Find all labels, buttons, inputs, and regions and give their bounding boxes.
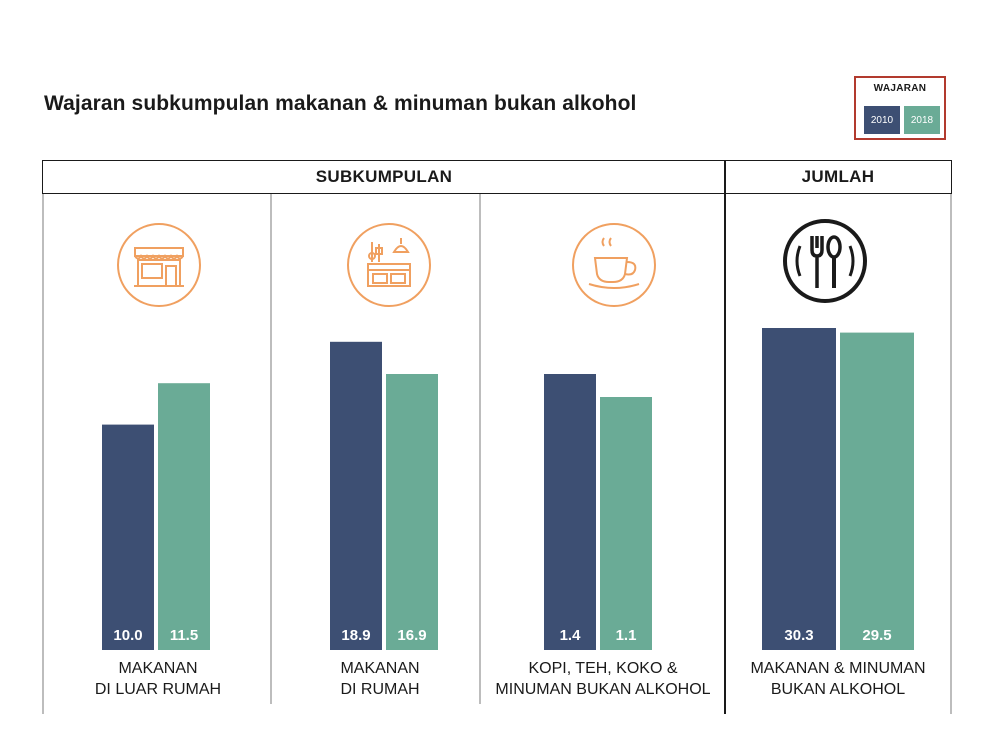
category-label-0-line1: MAKANAN [118,660,198,677]
category-label-2-line1: KOPI, TEH, KOKO & [528,660,678,677]
bar-label-2018-1: 16.9 [397,627,426,644]
bar-label-2018-3: 29.5 [862,627,891,644]
bar-2010-0 [102,424,154,650]
coffee-cup-icon [572,223,656,307]
legend-swatch-2010: 2010 [864,106,900,134]
divider-2 [479,194,481,704]
category-label-1-line2: DI RUMAH [340,681,420,698]
legend-title: WAJARAN [873,83,927,94]
shop-icon [117,223,201,307]
bar-2018-0 [158,383,210,650]
category-label-1-line1: MAKANAN [340,660,420,677]
category-label-3: MAKANAN & MINUMAN BUKAN ALKOHOL [730,658,946,700]
kitchen-icon [347,223,431,307]
divider-left [42,194,44,714]
category-label-2: KOPI, TEH, KOKO & MINUMAN BUKAN ALKOHOL [483,658,723,700]
bar-label-2010-1: 18.9 [341,627,370,644]
category-label-2-line2: MINUMAN BUKAN ALKOHOL [495,681,711,698]
bar-2018-2 [600,397,652,650]
divider-total [724,194,726,714]
category-label-0-line2: DI LUAR RUMAH [94,681,222,698]
bar-2018-3 [840,332,914,650]
legend-swatch-2018: 2018 [904,106,940,134]
header-subgroup: SUBKUMPULAN [42,160,726,194]
bar-label-2010-2: 1.4 [560,627,582,644]
bar-2010-2 [544,374,596,650]
chart-title: Wajaran subkumpulan makanan & minuman bu… [44,92,637,115]
category-label-0: MAKANAN DI LUAR RUMAH [60,658,256,700]
category-label-1: MAKANAN DI RUMAH [282,658,478,700]
bar-label-2018-0: 11.5 [170,627,198,644]
legend: WAJARAN 2010 2018 [854,76,946,140]
bar-2010-3 [762,328,836,650]
divider-right [950,194,952,714]
category-label-3-line1: MAKANAN & MINUMAN [750,660,926,677]
bar-2018-1 [386,374,438,650]
header-total: JUMLAH [724,160,952,194]
bar-2010-1 [330,341,382,650]
bar-label-2010-3: 30.3 [784,627,813,644]
plate-cutlery-icon [783,219,867,303]
bar-label-2010-0: 10.0 [113,627,142,644]
category-label-3-line2: BUKAN ALKOHOL [770,681,906,698]
divider-1 [270,194,272,704]
bar-label-2018-2: 1.1 [616,627,637,644]
